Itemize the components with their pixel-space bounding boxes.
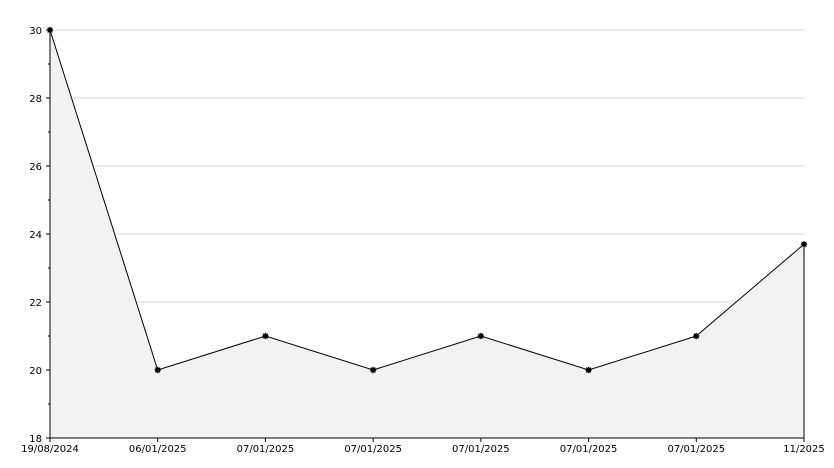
data-markers xyxy=(46,26,808,374)
axes xyxy=(46,29,805,442)
data-point xyxy=(477,332,485,340)
y-tick-label: 18 xyxy=(29,434,42,445)
area-fill-layer xyxy=(50,30,804,438)
y-tick-label: 28 xyxy=(29,94,42,105)
y-tick-labels: 18 20 22 24 26 28 30 xyxy=(29,26,42,445)
y-tick-label: 26 xyxy=(29,162,42,173)
series-area xyxy=(50,30,804,438)
data-point xyxy=(585,366,592,374)
series-line-layer xyxy=(49,29,805,371)
y-tick-label: 24 xyxy=(29,230,42,241)
data-point xyxy=(46,26,54,34)
data-point xyxy=(154,366,161,374)
y-tick-label: 20 xyxy=(29,366,42,377)
y-tick-label: 30 xyxy=(29,26,42,37)
x-tick-label: 07/01/2025 xyxy=(344,444,402,455)
x-tick-label: 07/01/2025 xyxy=(237,444,295,455)
data-point xyxy=(369,366,377,374)
x-tick-label: 11/2025 xyxy=(783,444,825,455)
x-tick-label: 07/01/2025 xyxy=(452,444,510,455)
x-tick-label: 07/01/2025 xyxy=(667,444,725,455)
data-point xyxy=(693,332,700,340)
x-tick-label: 06/01/2025 xyxy=(129,444,187,455)
gridlines xyxy=(50,29,804,371)
data-point xyxy=(800,241,808,248)
x-tick-label: 19/08/2024 xyxy=(21,444,79,455)
x-tick-label: 07/01/2025 xyxy=(560,444,618,455)
x-tick-labels: 19/08/2024 06/01/2025 07/01/2025 07/01/2025… xyxy=(21,444,825,455)
data-point xyxy=(262,332,269,340)
series-line xyxy=(49,29,805,371)
y-tick-label: 22 xyxy=(29,298,42,309)
